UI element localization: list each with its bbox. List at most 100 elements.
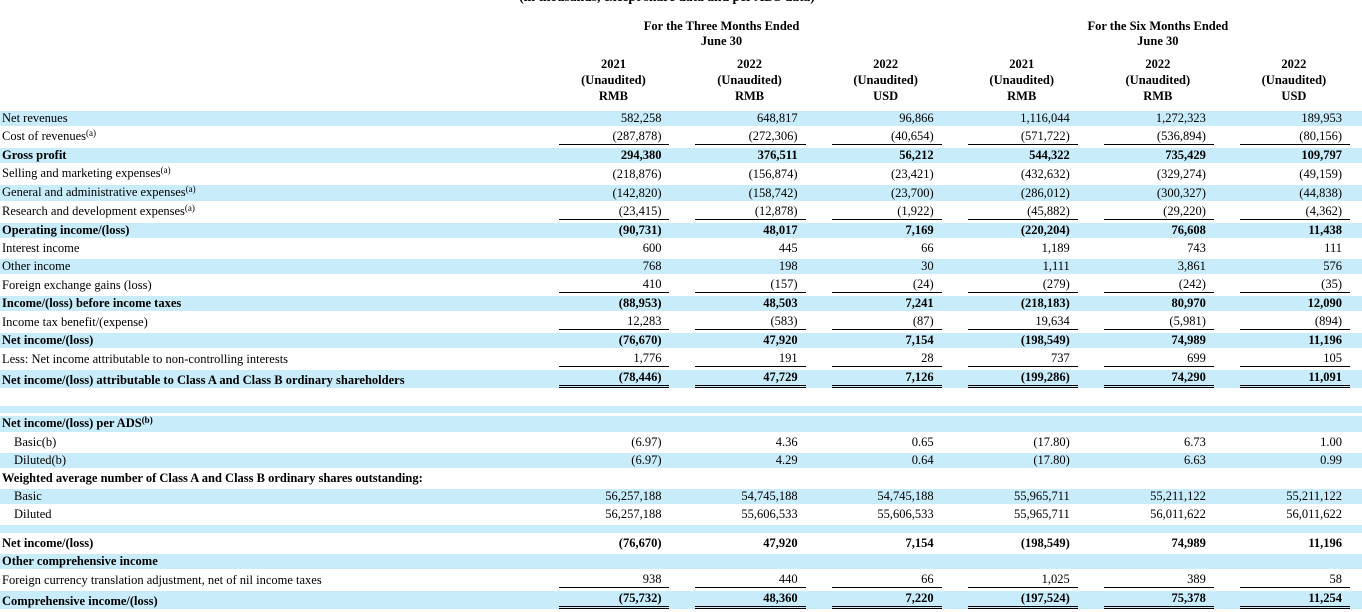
cell-value <box>1225 554 1362 569</box>
cell-value: (220,204) <box>953 223 1090 238</box>
cell-value: (158,742) <box>681 185 818 201</box>
cell-value <box>545 471 681 486</box>
cell-value: 699 <box>1090 351 1226 367</box>
cell-value: (197,524) <box>953 591 1090 609</box>
cell-value: (6.97) <box>631 435 662 449</box>
table-row: Other comprehensive income <box>0 554 1362 569</box>
cell-value: 6.63 <box>1089 453 1226 468</box>
cell-value: (88,953) <box>545 296 682 311</box>
cell-value: (894) <box>1226 314 1362 330</box>
table-row: Foreign exchange gains (loss) 410 (157) (24… <box>0 277 1362 293</box>
cell-value: (279) <box>954 277 1090 293</box>
cell-value: (5,981) <box>1090 314 1226 330</box>
column-header: 2022 (Unaudited) RMB <box>1090 52 1226 108</box>
table-row: Net revenues 582,258 648,817 96,866 1,116,04… <box>0 111 1362 126</box>
column-audit-status: (Unaudited) <box>989 73 1055 87</box>
cell-value: 54,745,188 <box>817 489 954 504</box>
table-row: General and administrative expenses(a) (1… <box>0 185 1362 201</box>
cell-value: 80,970 <box>1089 296 1226 311</box>
cell-value: 47,729 <box>681 370 818 388</box>
cell-value: (198,549) <box>1020 536 1070 550</box>
row-label: Net income/(loss) <box>2 536 94 550</box>
cell-value: (75,732) <box>545 591 682 609</box>
cell-value: 0.64 <box>817 453 954 468</box>
cell-value: (1,922) <box>818 204 954 220</box>
column-currency: RMB <box>1007 89 1037 103</box>
cell-value: (272,306) <box>681 129 817 145</box>
row-label: Income/(loss) before income taxes <box>0 296 546 311</box>
cell-value: 4.29 <box>681 453 818 468</box>
cell-value: 76,608 <box>1089 223 1226 238</box>
income-statement-table: For the Three Months Ended June 30 For t… <box>0 16 1362 612</box>
table-row: Income tax benefit/(expense) 12,283 (583)(… <box>0 314 1362 330</box>
cell-value: 938 <box>545 572 681 588</box>
cell-value: (76,670) <box>545 333 682 348</box>
cell-value: (17.80) <box>953 453 1090 468</box>
cell-value: 1,272,323 <box>1089 111 1226 126</box>
cell-value: 198 <box>681 259 818 274</box>
cell-value: (87) <box>818 314 954 330</box>
cell-value <box>1226 471 1362 486</box>
cell-value: 54,745,188 <box>681 489 818 504</box>
row-label: Net revenues <box>0 111 546 126</box>
cell-value: 55,606,533 <box>877 507 934 521</box>
cell-value: 56,011,622 <box>1150 507 1206 521</box>
cell-value: 648,817 <box>681 111 818 126</box>
cell-value <box>954 471 1090 486</box>
group-title-line1: For the Three Months Ended <box>643 19 800 33</box>
cell-value: (287,878) <box>545 129 681 145</box>
row-label: Cost of revenues(a) <box>2 129 97 143</box>
cell-value: 11,254 <box>1225 591 1362 609</box>
cell-value: (80,156) <box>1226 129 1362 145</box>
cell-value: 56,257,188 <box>545 489 682 504</box>
cell-value: 743 <box>1187 241 1206 255</box>
group-title-line1: For the Six Months Ended <box>1087 19 1229 33</box>
row-label: Foreign exchange gains (loss) <box>2 278 152 292</box>
spacer-cell <box>0 525 1362 533</box>
cell-value: 74,989 <box>1089 333 1226 348</box>
cell-value: (198,549) <box>953 333 1090 348</box>
column-audit-status: (Unaudited) <box>717 73 782 87</box>
cell-value: 55,211,122 <box>1225 489 1362 504</box>
cell-value: 109,797 <box>1225 148 1362 163</box>
cell-value: 191 <box>681 351 817 367</box>
table-row: Weighted average number of Class A and C… <box>0 471 1362 486</box>
column-year: 2022 <box>1145 57 1171 71</box>
cell-value: 48,503 <box>681 296 818 311</box>
cell-value: (536,894) <box>1090 129 1226 145</box>
cell-value: 11,438 <box>1225 223 1362 238</box>
cell-value: 56,212 <box>817 148 954 163</box>
cell-value: 11,196 <box>1308 536 1342 550</box>
column-header: 2022 (Unaudited) USD <box>818 52 954 108</box>
cell-value: 55,211,122 <box>1089 489 1226 504</box>
column-year: 2021 <box>600 57 626 71</box>
cell-value: 11,091 <box>1225 370 1362 388</box>
column-year: 2022 <box>873 57 899 71</box>
table-row: Comprehensive income/(loss) (75,732) 48,36… <box>0 591 1362 609</box>
cell-value: 3,861 <box>1089 259 1226 274</box>
cell-value: 47,920 <box>763 536 798 550</box>
table-row: Basic(b) (6.97) 4.36 0.65 (17.80) 6.73 1.00 <box>0 435 1362 450</box>
row-label: Basic <box>0 489 546 504</box>
cell-value: 389 <box>1090 572 1226 588</box>
cell-value <box>1090 471 1226 486</box>
cell-value: 0.99 <box>1225 453 1362 468</box>
cell-value: (242) <box>1090 277 1226 293</box>
table-row: Research and development expenses(a) (23,… <box>0 204 1362 220</box>
table-row: Diluted 56,257,188 55,606,533 55,606,533 55,… <box>0 507 1362 522</box>
cell-value <box>1225 416 1362 432</box>
cell-value: 410 <box>545 277 681 293</box>
cell-value: 294,380 <box>545 148 682 163</box>
cell-value <box>818 471 954 486</box>
cell-value: 7,169 <box>817 223 954 238</box>
cell-value: 737 <box>954 351 1090 367</box>
cell-value: 376,511 <box>681 148 818 163</box>
cell-value: (35) <box>1226 277 1362 293</box>
row-label: Diluted(b) <box>0 453 546 468</box>
cell-value <box>681 554 818 569</box>
row-label: Interest income <box>2 241 80 255</box>
cell-value: 74,989 <box>1171 536 1206 550</box>
spacer-row <box>0 406 1362 413</box>
spacer-cell <box>0 391 1362 403</box>
cell-value: (90,731) <box>545 223 682 238</box>
